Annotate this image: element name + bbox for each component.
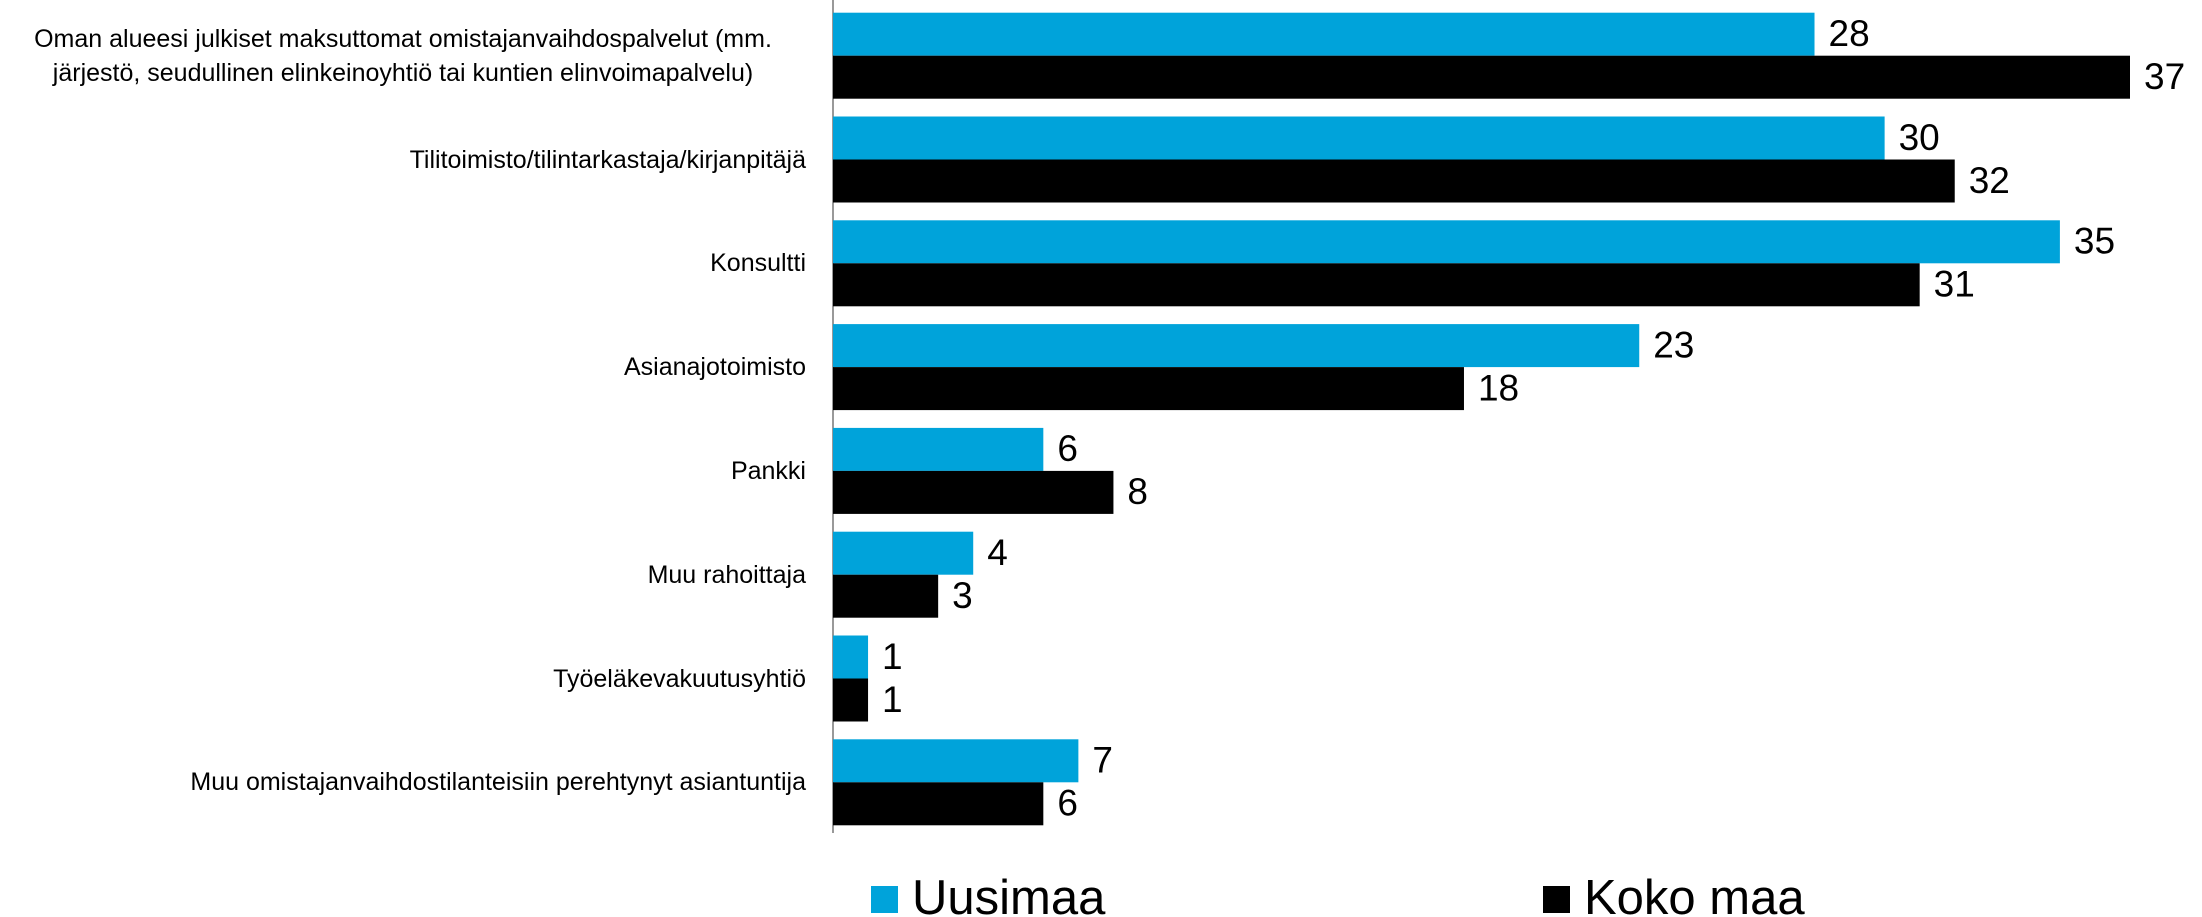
bar xyxy=(833,116,1885,160)
bar xyxy=(833,324,1640,368)
category-label: Tilitoimisto/tilintarkastaja/kirjanpitäj… xyxy=(409,145,806,174)
bar xyxy=(833,782,1044,826)
data-label: 6 xyxy=(1057,428,1078,469)
bar xyxy=(833,220,2060,264)
legend-swatch xyxy=(871,886,898,913)
category-label: Oman alueesi julkiset maksuttomat omista… xyxy=(34,24,772,87)
category-label: Konsultti xyxy=(710,249,806,278)
legend-label: Koko maa xyxy=(1584,871,1805,917)
data-label: 1 xyxy=(882,636,903,677)
data-label: 32 xyxy=(1969,160,2010,201)
data-label: 6 xyxy=(1057,783,1078,824)
legend-swatch xyxy=(1543,886,1570,913)
legend-label: Uusimaa xyxy=(912,871,1106,917)
bar xyxy=(833,739,1079,783)
bar xyxy=(833,12,1815,56)
data-label: 23 xyxy=(1653,324,1694,365)
bar xyxy=(833,55,2130,99)
data-label: 4 xyxy=(987,532,1008,573)
data-label: 31 xyxy=(1934,264,1975,305)
category-label: Muu rahoittaja xyxy=(647,560,806,589)
category-label: Muu omistajanvaihdostilanteisiin perehty… xyxy=(190,768,806,797)
data-label: 18 xyxy=(1478,367,1519,408)
bar xyxy=(833,574,939,618)
data-label: 7 xyxy=(1092,740,1113,781)
data-label: 1 xyxy=(882,679,903,720)
bar xyxy=(833,531,974,575)
data-label: 37 xyxy=(2144,56,2185,97)
bar xyxy=(833,635,869,679)
data-label: 35 xyxy=(2074,221,2115,262)
category-label: Asianajotoimisto xyxy=(623,353,806,382)
data-label: 8 xyxy=(1127,471,1148,512)
data-label: 30 xyxy=(1899,117,1940,158)
data-label: 3 xyxy=(952,575,973,616)
category-label: Pankki xyxy=(730,456,806,485)
bar xyxy=(833,159,1955,203)
category-label: Työeläkevakuutusyhtiö xyxy=(553,664,806,693)
bar xyxy=(833,470,1114,514)
bar xyxy=(833,367,1464,411)
bar xyxy=(833,263,1920,307)
bar xyxy=(833,678,869,722)
bar xyxy=(833,427,1044,471)
data-label: 28 xyxy=(1829,13,1870,54)
